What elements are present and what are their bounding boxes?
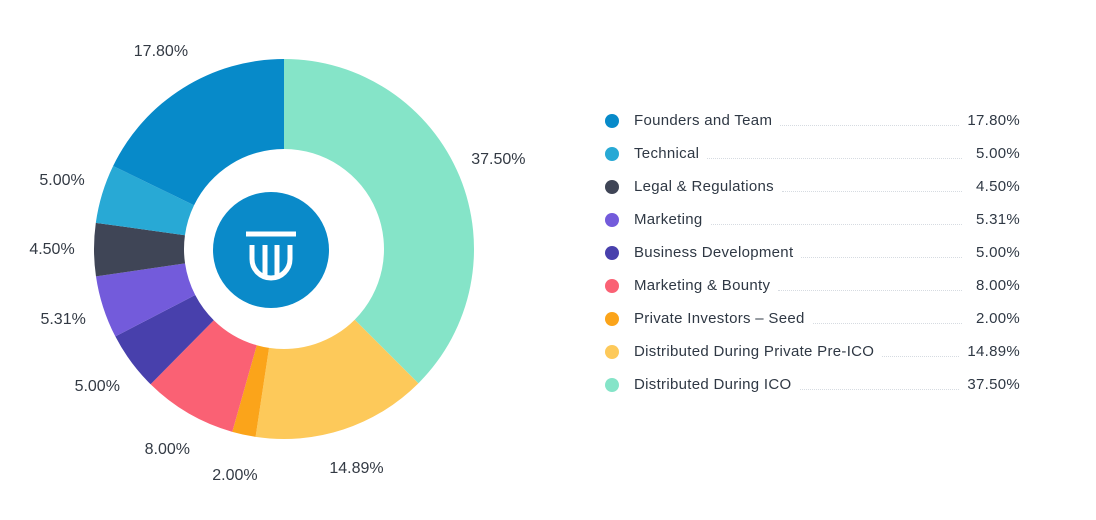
- legend-dot-icon: [605, 245, 619, 260]
- slice-value-label: 14.89%: [329, 460, 384, 478]
- legend-dot-icon: [605, 278, 619, 293]
- legend-label: Distributed During ICO: [634, 376, 792, 393]
- legend-value: 5.00%: [975, 145, 1020, 162]
- donut-slice: [113, 59, 284, 206]
- slice-value-label: 5.00%: [74, 377, 120, 395]
- legend-leader-line: [812, 323, 962, 324]
- donut-slice: [94, 222, 186, 277]
- legend-item: Marketing 5.31%: [600, 203, 1020, 236]
- slice-value-label: 5.31%: [40, 311, 86, 329]
- legend-dot-icon: [605, 311, 619, 326]
- legend-value: 37.50%: [967, 376, 1020, 393]
- legend-value: 5.00%: [975, 244, 1020, 261]
- chart-legend: Founders and Team 17.80% Technical 5.00% Leg…: [600, 104, 1020, 401]
- legend-leader-line: [778, 290, 962, 291]
- legend-dot-icon: [605, 344, 619, 359]
- donut-slice: [232, 345, 270, 437]
- legend-value: 8.00%: [975, 277, 1020, 294]
- legend-label: Technical: [634, 145, 700, 162]
- legend-dot-icon: [605, 212, 619, 227]
- donut-slice: [95, 263, 196, 337]
- brand-logo-icon: [213, 192, 329, 308]
- donut-svg: [94, 59, 475, 439]
- legend-leader-line: [799, 389, 960, 390]
- legend-label: Legal & Regulations: [634, 178, 774, 195]
- legend-value: 5.31%: [975, 211, 1020, 228]
- legend-item: Distributed During ICO 37.50%: [600, 368, 1020, 401]
- legend-item: Business Development 5.00%: [600, 236, 1020, 269]
- legend-dot-icon: [605, 113, 619, 128]
- legend-leader-line: [882, 356, 960, 357]
- donut-chart: 37.50% 14.89% 2.00% 8.00% 5.00% 5.31% 4.50% 5.0…: [29, 43, 526, 484]
- legend-label: Distributed During Private Pre-ICO: [634, 343, 875, 360]
- legend-label: Private Investors – Seed: [634, 310, 805, 327]
- legend-dot-icon: [605, 179, 619, 194]
- legend-leader-line: [707, 158, 962, 159]
- legend-label: Founders and Team: [634, 112, 773, 129]
- slice-value-label: 8.00%: [144, 440, 190, 458]
- slice-value-label: 17.80%: [133, 43, 189, 61]
- donut-slice: [95, 165, 195, 236]
- legend-item: Legal & Regulations 4.50%: [600, 170, 1020, 203]
- legend-leader-line: [781, 191, 962, 192]
- slice-value-label: 37.50%: [471, 151, 526, 169]
- slice-value-label: 4.50%: [29, 240, 75, 258]
- legend-item: Distributed During Private Pre-ICO 14.89%: [600, 335, 1020, 368]
- donut-slice: [150, 320, 257, 432]
- legend-label: Business Development: [634, 244, 794, 261]
- legend-item: Technical 5.00%: [600, 137, 1020, 170]
- donut-slice: [255, 319, 419, 439]
- brand-logo-mark: [246, 231, 296, 281]
- legend-dot-icon: [605, 146, 619, 161]
- legend-value: 4.50%: [975, 178, 1020, 195]
- slice-value-label: 2.00%: [212, 466, 258, 484]
- legend-leader-line: [801, 257, 962, 258]
- donut-slice: [115, 295, 214, 385]
- legend-value: 17.80%: [967, 112, 1020, 129]
- slice-value-label: 5.00%: [39, 172, 85, 190]
- legend-item: Private Investors – Seed 2.00%: [600, 302, 1020, 335]
- legend-item: Founders and Team 17.80%: [600, 104, 1020, 137]
- legend-leader-line: [780, 125, 960, 126]
- legend-label: Marketing & Bounty: [634, 277, 771, 294]
- legend-value: 14.89%: [967, 343, 1020, 360]
- legend-label: Marketing: [634, 211, 703, 228]
- donut-slice: [284, 59, 475, 384]
- legend-dot-icon: [605, 377, 619, 392]
- legend-value: 2.00%: [975, 310, 1020, 327]
- legend-leader-line: [710, 224, 962, 225]
- legend-item: Marketing & Bounty 8.00%: [600, 269, 1020, 302]
